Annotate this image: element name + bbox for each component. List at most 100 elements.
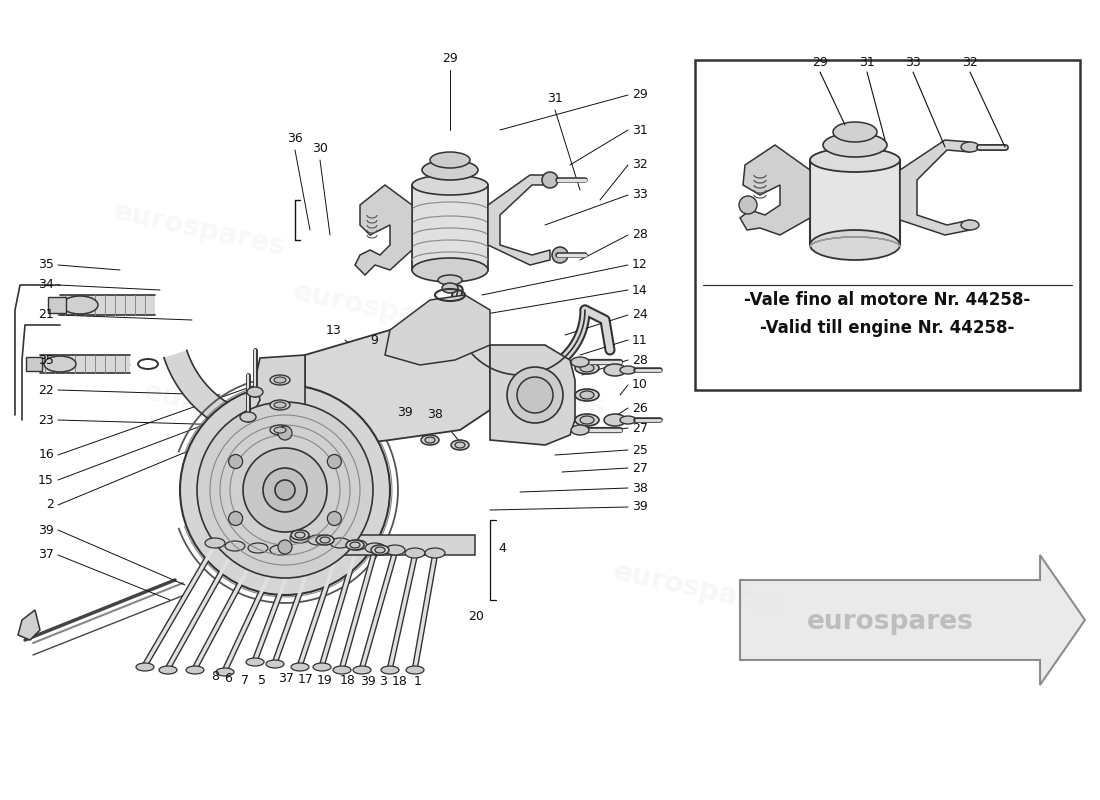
Ellipse shape <box>823 133 887 157</box>
Ellipse shape <box>205 538 225 548</box>
Ellipse shape <box>270 375 290 385</box>
Text: 29: 29 <box>812 56 828 69</box>
Text: 39: 39 <box>39 523 54 537</box>
Text: 17: 17 <box>298 673 314 686</box>
Ellipse shape <box>507 367 563 423</box>
Polygon shape <box>230 355 305 460</box>
Bar <box>48 297 66 313</box>
Ellipse shape <box>620 416 636 424</box>
Polygon shape <box>490 345 575 445</box>
Ellipse shape <box>455 442 465 448</box>
Text: 33: 33 <box>632 189 648 202</box>
Ellipse shape <box>604 414 626 426</box>
Ellipse shape <box>226 541 245 551</box>
Ellipse shape <box>328 454 341 469</box>
Text: eurospares: eurospares <box>806 609 974 635</box>
Text: 37: 37 <box>278 672 294 685</box>
Ellipse shape <box>552 247 568 263</box>
Ellipse shape <box>438 275 462 285</box>
Ellipse shape <box>246 658 264 666</box>
Text: eurospares: eurospares <box>141 378 319 442</box>
Ellipse shape <box>243 448 327 532</box>
Polygon shape <box>900 140 970 235</box>
Ellipse shape <box>405 548 425 558</box>
Ellipse shape <box>292 663 309 671</box>
Ellipse shape <box>275 480 295 500</box>
Ellipse shape <box>425 548 446 558</box>
Text: 27: 27 <box>632 462 648 474</box>
Text: eurospares: eurospares <box>612 558 789 622</box>
Ellipse shape <box>346 540 367 550</box>
Polygon shape <box>164 350 396 442</box>
Bar <box>40 355 130 373</box>
Text: 31: 31 <box>859 56 874 69</box>
Ellipse shape <box>216 668 234 676</box>
Ellipse shape <box>422 160 478 180</box>
Ellipse shape <box>308 535 328 545</box>
Text: -Valid till engine Nr. 44258-: -Valid till engine Nr. 44258- <box>760 319 1014 337</box>
Polygon shape <box>740 145 810 235</box>
Text: 18: 18 <box>340 674 356 687</box>
Ellipse shape <box>381 666 399 674</box>
Ellipse shape <box>136 663 154 671</box>
Text: 32: 32 <box>632 158 648 171</box>
Ellipse shape <box>274 427 286 433</box>
Text: 36: 36 <box>287 132 303 145</box>
Text: 14: 14 <box>632 283 648 297</box>
Polygon shape <box>385 295 490 365</box>
Ellipse shape <box>350 542 360 548</box>
Ellipse shape <box>278 540 292 554</box>
Text: 6: 6 <box>224 672 232 685</box>
Text: 39: 39 <box>397 406 412 419</box>
Bar <box>695 60 1080 390</box>
Polygon shape <box>305 330 490 450</box>
Ellipse shape <box>292 530 309 540</box>
Text: 12: 12 <box>632 258 648 271</box>
Ellipse shape <box>412 175 488 195</box>
Polygon shape <box>488 175 550 265</box>
Text: 28: 28 <box>632 229 648 242</box>
Ellipse shape <box>330 538 350 548</box>
Text: 13: 13 <box>326 324 341 337</box>
Ellipse shape <box>290 533 310 543</box>
Ellipse shape <box>278 426 292 440</box>
Text: 31: 31 <box>632 123 648 137</box>
Bar <box>442 301 458 325</box>
Text: 37: 37 <box>39 549 54 562</box>
Ellipse shape <box>62 296 98 314</box>
Ellipse shape <box>542 172 558 188</box>
Text: 32: 32 <box>962 56 978 69</box>
Ellipse shape <box>620 366 636 374</box>
Text: 16: 16 <box>39 449 54 462</box>
Text: eurospares: eurospares <box>292 278 469 342</box>
Ellipse shape <box>365 543 385 553</box>
Ellipse shape <box>810 230 900 260</box>
Ellipse shape <box>421 435 439 445</box>
Text: 38: 38 <box>632 482 648 494</box>
Ellipse shape <box>270 425 290 435</box>
Ellipse shape <box>186 666 204 674</box>
Ellipse shape <box>333 666 351 674</box>
Bar <box>245 535 475 555</box>
Ellipse shape <box>346 540 364 550</box>
Ellipse shape <box>353 666 371 674</box>
Ellipse shape <box>270 545 290 555</box>
Bar <box>412 185 488 270</box>
Ellipse shape <box>961 220 979 230</box>
Ellipse shape <box>517 377 553 413</box>
Text: 1: 1 <box>414 675 422 688</box>
Ellipse shape <box>575 362 600 374</box>
Ellipse shape <box>575 389 600 401</box>
Ellipse shape <box>270 400 290 410</box>
Text: 19: 19 <box>317 674 333 687</box>
Text: 39: 39 <box>632 501 648 514</box>
Ellipse shape <box>961 142 979 152</box>
Ellipse shape <box>197 402 373 578</box>
Ellipse shape <box>580 391 594 399</box>
Text: 8: 8 <box>211 670 219 683</box>
Text: 26: 26 <box>632 402 648 414</box>
Ellipse shape <box>240 412 256 422</box>
Ellipse shape <box>229 454 243 469</box>
Ellipse shape <box>316 535 334 545</box>
Text: 22: 22 <box>39 383 54 397</box>
